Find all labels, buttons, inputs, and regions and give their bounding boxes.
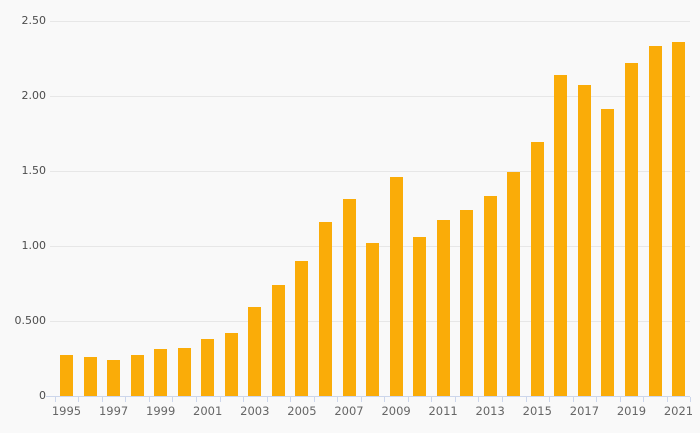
x-axis-tick: [360, 397, 362, 402]
gridline: [50, 96, 690, 97]
x-axis-tick: [666, 397, 668, 402]
y-axis-label: 1.00: [21, 239, 47, 252]
y-axis-label: 2.50: [21, 14, 47, 27]
y-axis-label: 1.50: [21, 164, 47, 177]
x-axis-label: 2011: [428, 404, 458, 418]
bar-2012[interactable]: [460, 210, 474, 396]
x-axis-tick: [407, 397, 409, 402]
bar-1996[interactable]: [83, 357, 97, 396]
x-axis-tick: [596, 397, 598, 402]
x-axis-tick: [690, 397, 692, 402]
bar-2010[interactable]: [413, 237, 427, 396]
y-axis-label: 0.500: [14, 314, 47, 327]
y-axis-label: 2.00: [21, 89, 47, 102]
x-axis-tick: [196, 397, 197, 402]
bar-2014[interactable]: [507, 172, 521, 396]
x-axis-tick: [243, 397, 245, 402]
x-axis-tick: [101, 397, 103, 402]
bar-2005[interactable]: [295, 261, 309, 396]
x-axis-tick: [125, 397, 127, 402]
bar-2008[interactable]: [366, 243, 379, 396]
bar-2002[interactable]: [224, 333, 238, 396]
x-axis-label: 2001: [193, 404, 223, 418]
x-axis-tick: [525, 397, 527, 402]
bar-2009[interactable]: [389, 177, 403, 396]
x-axis-label: 1999: [146, 404, 176, 418]
bar-1995[interactable]: [60, 355, 73, 396]
x-axis-tick: [78, 397, 80, 402]
bar-2015[interactable]: [530, 142, 544, 396]
x-axis-tick: [502, 397, 503, 402]
x-axis-tick: [643, 397, 645, 402]
bar-2001[interactable]: [201, 339, 215, 396]
x-axis-tick: [549, 397, 551, 402]
bar-2016[interactable]: [554, 75, 568, 396]
x-axis-tick: [431, 397, 433, 402]
x-axis-tick: [619, 397, 621, 402]
x-axis-label: 2017: [569, 404, 600, 418]
bar-2021[interactable]: [672, 42, 685, 396]
x-axis-tick: [337, 397, 339, 402]
x-axis-label: 2003: [240, 404, 270, 418]
gridline: [50, 171, 690, 172]
bar-2000[interactable]: [177, 348, 191, 396]
bar-2017[interactable]: [577, 85, 591, 396]
x-axis-label: 2009: [381, 404, 411, 418]
x-axis-tick: [384, 397, 386, 402]
bar-2011[interactable]: [436, 220, 450, 396]
x-axis-tick: [478, 397, 480, 402]
x-axis-label: 2019: [616, 404, 647, 418]
gridline: [50, 21, 690, 22]
x-axis-label: 1995: [51, 404, 82, 418]
bar-2013[interactable]: [483, 196, 497, 396]
x-axis-tick: [290, 397, 292, 402]
bar-2006[interactable]: [318, 222, 332, 396]
bar-1997[interactable]: [107, 360, 121, 396]
x-axis-label: 2021: [663, 404, 694, 418]
bar-2020[interactable]: [648, 46, 662, 396]
bar-1999[interactable]: [154, 349, 168, 396]
bar-2003[interactable]: [248, 307, 262, 396]
bar-1998[interactable]: [130, 355, 144, 396]
x-axis-tick: [148, 397, 150, 402]
x-axis-tick: [454, 397, 456, 402]
bar-2019[interactable]: [625, 63, 638, 396]
x-axis-label: 2005: [287, 404, 317, 418]
bar-2007[interactable]: [342, 199, 356, 396]
x-axis-label: 2007: [334, 404, 364, 418]
x-axis-tick: [172, 397, 174, 402]
x-axis-label: 2013: [475, 404, 505, 418]
x-axis-tick: [572, 397, 574, 402]
x-axis-tick: [219, 397, 221, 402]
y-axis-label: 0: [39, 389, 46, 402]
x-axis-line: [46, 396, 690, 397]
x-axis-label: 1997: [98, 404, 129, 418]
x-axis-tick: [313, 397, 315, 402]
x-axis-label: 2015: [522, 404, 552, 418]
x-axis-tick: [266, 397, 268, 402]
bar-2018[interactable]: [601, 109, 615, 396]
bar-2004[interactable]: [271, 285, 285, 396]
x-axis-tick: [54, 397, 56, 402]
